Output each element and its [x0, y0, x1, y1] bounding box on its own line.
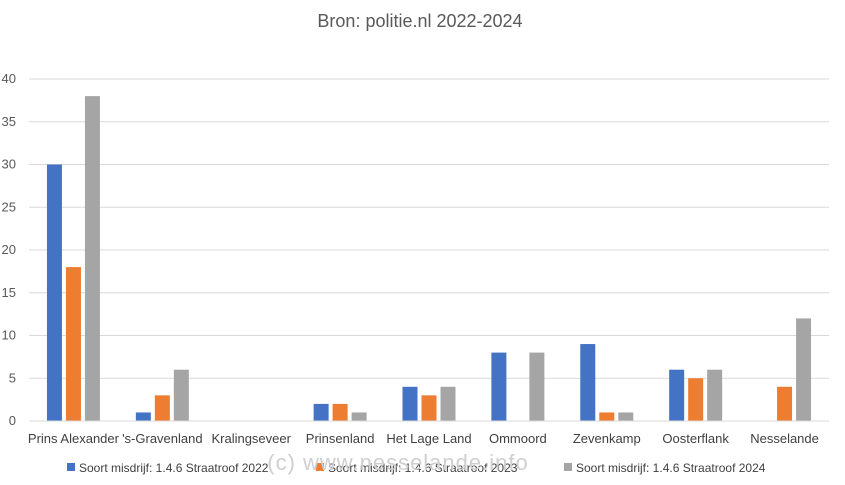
bar	[421, 395, 437, 421]
legend-item: Soort misdrijf: 1.4.6 Straatroof 2023	[316, 461, 518, 475]
bar	[777, 386, 793, 421]
x-category-label: Prins Alexander	[28, 431, 120, 446]
y-tick-label: 20	[2, 242, 16, 257]
x-category-label: Kralingseveer	[211, 431, 291, 446]
bar	[65, 267, 81, 421]
y-tick-label: 25	[2, 199, 16, 214]
legend: Soort misdrijf: 1.4.6 Straatroof 2022 Soo…	[67, 461, 766, 475]
bar	[688, 378, 704, 421]
bar	[173, 369, 189, 421]
bar	[402, 386, 418, 421]
x-category-label: Het Lage Land	[386, 431, 471, 446]
chart-title: Bron: politie.nl 2022-2024	[317, 11, 522, 31]
bar	[529, 352, 545, 421]
y-axis-ticks: 0 5 10 15 20 25 30 35 40	[2, 71, 16, 428]
x-axis-labels: Prins Alexander's-Gravenland Kralingsevee…	[28, 431, 819, 446]
gridlines	[29, 78, 829, 379]
bar	[135, 412, 151, 421]
legend-swatch	[316, 463, 324, 471]
y-tick-label: 35	[2, 114, 16, 129]
bar	[332, 403, 348, 421]
bar	[796, 318, 812, 421]
bar	[618, 412, 634, 421]
bar	[707, 369, 723, 421]
bar	[440, 386, 456, 421]
x-category-label: Prinsenland	[306, 431, 375, 446]
bar	[580, 344, 596, 421]
y-tick-label: 10	[2, 328, 16, 343]
legend-label: Soort misdrijf: 1.4.6 Straatroof 2023	[328, 461, 518, 475]
watermark-text: (c) www.nesselande.info	[267, 450, 528, 475]
bar	[491, 352, 507, 421]
legend-item: Soort misdrijf: 1.4.6 Straatroof 2024	[564, 461, 766, 475]
bars	[46, 96, 812, 421]
bar	[599, 412, 615, 421]
bar	[154, 395, 170, 421]
bar	[46, 164, 62, 421]
legend-swatch	[564, 463, 572, 471]
x-category-label: 's-Gravenland	[122, 431, 203, 446]
y-tick-label: 5	[9, 370, 16, 385]
y-tick-label: 40	[2, 71, 16, 86]
y-tick-label: 0	[9, 413, 16, 428]
bar	[351, 412, 367, 421]
x-category-label: Oosterflank	[662, 431, 729, 446]
legend-item: Soort misdrijf: 1.4.6 Straatroof 2022	[67, 461, 269, 475]
legend-label: Soort misdrijf: 1.4.6 Straatroof 2024	[576, 461, 766, 475]
legend-swatch	[67, 463, 75, 471]
x-category-label: Ommoord	[489, 431, 547, 446]
y-tick-label: 30	[2, 157, 16, 172]
x-category-label: Nesselande	[750, 431, 819, 446]
x-category-label: Zevenkamp	[573, 431, 641, 446]
bar	[669, 369, 685, 421]
y-tick-label: 15	[2, 285, 16, 300]
bar	[313, 403, 329, 421]
legend-label: Soort misdrijf: 1.4.6 Straatroof 2022	[79, 461, 269, 475]
bar	[84, 96, 100, 421]
